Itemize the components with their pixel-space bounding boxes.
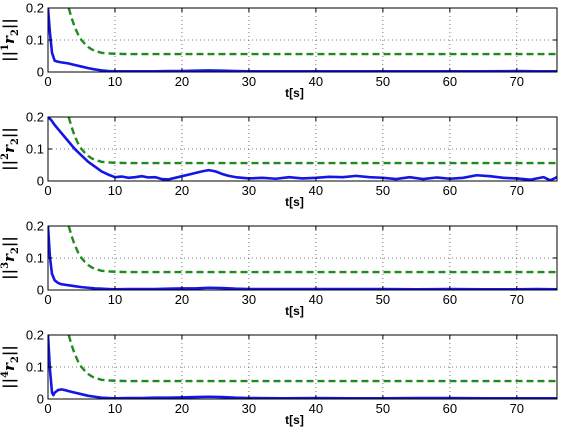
y-axis-label-prefix: ||	[0, 160, 18, 171]
y-axis-label: ||2r2||	[0, 127, 21, 171]
y-tick-label: 0.1	[26, 142, 44, 157]
y-tick-label: 0.1	[26, 360, 44, 375]
x-tick-label: 20	[175, 401, 189, 416]
x-tick-label: 50	[376, 401, 390, 416]
y-axis-label-superscript: 1	[0, 44, 11, 51]
x-tick-label: 70	[510, 183, 524, 198]
norm-series-line	[48, 8, 557, 72]
y-axis-label-subscript: 2	[10, 29, 21, 36]
y-tick-label: 0.2	[26, 219, 44, 234]
y-axis-label-superscript: 2	[0, 153, 11, 160]
x-tick-label: 0	[44, 183, 51, 198]
x-axis-label: t[s]	[285, 304, 304, 318]
y-axis-label-suffix: ||	[0, 18, 18, 29]
y-tick-label: 0	[37, 283, 44, 298]
y-axis-label-superscript: 3	[0, 262, 11, 269]
x-tick-label: 30	[242, 292, 256, 307]
x-tick-label: 0	[44, 74, 51, 89]
y-axis-label-symbol: r	[0, 362, 18, 371]
x-tick-label: 70	[510, 292, 524, 307]
x-tick-label: 0	[44, 292, 51, 307]
x-tick-label: 70	[510, 74, 524, 89]
y-tick-label: 0.1	[26, 33, 44, 48]
x-tick-label: 40	[309, 183, 323, 198]
y-axis-label-prefix: ||	[0, 378, 18, 389]
y-axis-label-prefix: ||	[0, 269, 18, 280]
y-axis-label-symbol: r	[0, 35, 18, 44]
y-tick-label: 0.2	[26, 328, 44, 343]
x-tick-label: 50	[376, 183, 390, 198]
x-tick-label: 30	[242, 74, 256, 89]
y-axis-label-suffix: ||	[0, 127, 18, 138]
x-tick-label: 60	[443, 183, 457, 198]
norm-series-line	[48, 335, 557, 399]
x-tick-label: 60	[443, 401, 457, 416]
y-axis-label-symbol: r	[0, 253, 18, 262]
x-axis-label: t[s]	[285, 413, 304, 427]
y-tick-label: 0	[37, 174, 44, 189]
x-tick-label: 40	[309, 292, 323, 307]
x-tick-label: 10	[108, 292, 122, 307]
x-tick-label: 70	[510, 401, 524, 416]
x-tick-label: 60	[443, 292, 457, 307]
y-tick-label: 0	[37, 392, 44, 407]
x-tick-label: 40	[309, 74, 323, 89]
x-tick-label: 10	[108, 401, 122, 416]
y-tick-label: 0	[37, 65, 44, 80]
y-axis-label-suffix: ||	[0, 236, 18, 247]
x-tick-label: 20	[175, 292, 189, 307]
x-tick-label: 10	[108, 183, 122, 198]
x-axis-label: t[s]	[285, 86, 304, 100]
x-tick-label: 20	[175, 183, 189, 198]
y-tick-label: 0.2	[26, 1, 44, 16]
y-axis-label: ||3r2||	[0, 236, 21, 280]
x-tick-label: 30	[242, 183, 256, 198]
x-tick-label: 0	[44, 401, 51, 416]
x-tick-label: 20	[175, 74, 189, 89]
y-axis-label-subscript: 2	[10, 247, 21, 254]
norm-series-line	[48, 226, 557, 290]
x-tick-label: 10	[108, 74, 122, 89]
y-axis-label-subscript: 2	[10, 356, 21, 363]
y-axis-label-suffix: ||	[0, 345, 18, 356]
y-tick-label: 0.1	[26, 251, 44, 266]
x-tick-label: 60	[443, 74, 457, 89]
y-tick-label: 0.2	[26, 110, 44, 125]
y-axis-label: ||4r2||	[0, 345, 21, 389]
x-tick-label: 50	[376, 292, 390, 307]
x-tick-label: 50	[376, 74, 390, 89]
y-axis-label-subscript: 2	[10, 138, 21, 145]
x-tick-label: 40	[309, 401, 323, 416]
y-axis-label-superscript: 4	[0, 371, 11, 378]
y-axis-label-symbol: r	[0, 144, 18, 153]
y-axis-label: ||1r2||	[0, 18, 21, 62]
x-tick-label: 30	[242, 401, 256, 416]
y-axis-label-prefix: ||	[0, 51, 18, 62]
x-axis-label: t[s]	[285, 195, 304, 209]
